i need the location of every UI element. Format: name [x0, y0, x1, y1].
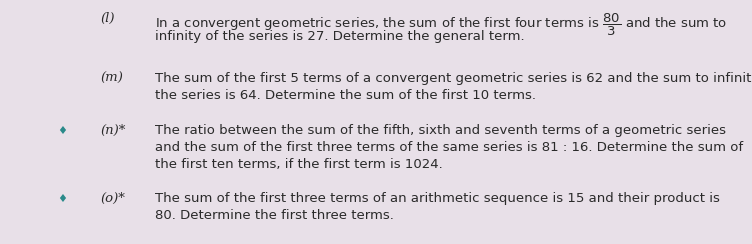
Text: and the sum of the first three terms of the same series is 81 : 16. Determine th: and the sum of the first three terms of …	[155, 141, 743, 154]
Text: the series is 64. Determine the sum of the first 10 terms.: the series is 64. Determine the sum of t…	[155, 89, 536, 102]
Text: The ratio between the sum of the fifth, sixth and seventh terms of a geometric s: The ratio between the sum of the fifth, …	[155, 124, 726, 137]
Text: (l): (l)	[100, 12, 114, 25]
Text: ♦: ♦	[57, 194, 67, 204]
Text: (m): (m)	[100, 72, 123, 85]
Text: The sum of the first three terms of an arithmetic sequence is 15 and their produ: The sum of the first three terms of an a…	[155, 192, 720, 205]
Text: the first ten terms, if the first term is 1024.: the first ten terms, if the first term i…	[155, 158, 443, 171]
Text: (o)*: (o)*	[100, 192, 125, 205]
Text: infinity of the series is 27. Determine the general term.: infinity of the series is 27. Determine …	[155, 30, 525, 43]
Text: ♦: ♦	[57, 126, 67, 136]
Text: In a convergent geometric series, the sum of the first four terms is $\dfrac{80}: In a convergent geometric series, the su…	[155, 12, 727, 38]
Text: 80. Determine the first three terms.: 80. Determine the first three terms.	[155, 209, 394, 222]
Text: (n)*: (n)*	[100, 124, 126, 137]
Text: The sum of the first 5 terms of a convergent geometric series is 62 and the sum : The sum of the first 5 terms of a conver…	[155, 72, 752, 85]
